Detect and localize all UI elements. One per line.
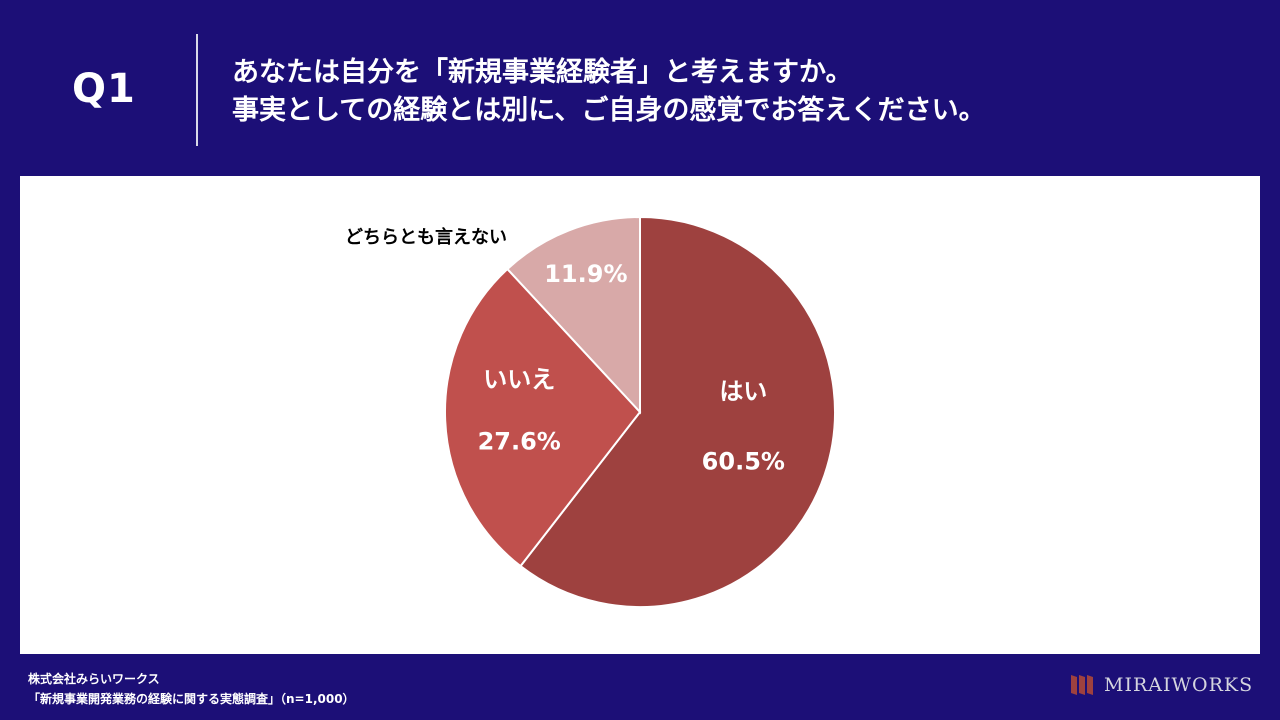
question-line-2: 事実としての経験とは別に、ご自身の感覚でお答えください。	[232, 95, 986, 126]
miraiworks-logo: MIRAIWORKS	[1070, 674, 1253, 696]
chart-panel: 60.5% はい 27.6% いいえ 11.9% どちらとも言えない	[20, 176, 1260, 654]
slice-category-label-3: どちらとも言えない	[345, 226, 507, 248]
slice-value-label-1: 60.5%	[702, 447, 785, 475]
header-divider	[196, 34, 198, 146]
slice-value-label-3: 11.9%	[544, 260, 627, 288]
question-line-1: あなたは自分を「新規事業経験者」と考えますか。	[232, 57, 853, 88]
slice-category-label-2: いいえ	[483, 365, 555, 393]
pie-slice-2	[444, 267, 642, 568]
question-number: Q1	[72, 66, 136, 112]
logo-text: MIRAIWORKS	[1104, 674, 1254, 696]
slice-category-label-1: はい	[719, 377, 767, 405]
footer: 株式会社みらいワークス 「新規事業開発業務の経験に関する実態調査」（n=1,00…	[28, 669, 355, 709]
pie-slice-1	[519, 215, 836, 608]
pie-slice-3	[505, 215, 641, 415]
logo-mark-icon	[1071, 675, 1093, 695]
question-text: あなたは自分を「新規事業経験者」と考えますか。 事実としての経験とは別に、ご自身…	[232, 54, 986, 130]
slice-value-label-2: 27.6%	[478, 427, 561, 455]
pie-chart: 60.5% はい 27.6% いいえ 11.9% どちらとも言えない	[345, 215, 836, 608]
survey-source: 「新規事業開発業務の経験に関する実態調査」（n=1,000）	[28, 692, 355, 706]
company-name: 株式会社みらいワークス	[28, 672, 160, 686]
